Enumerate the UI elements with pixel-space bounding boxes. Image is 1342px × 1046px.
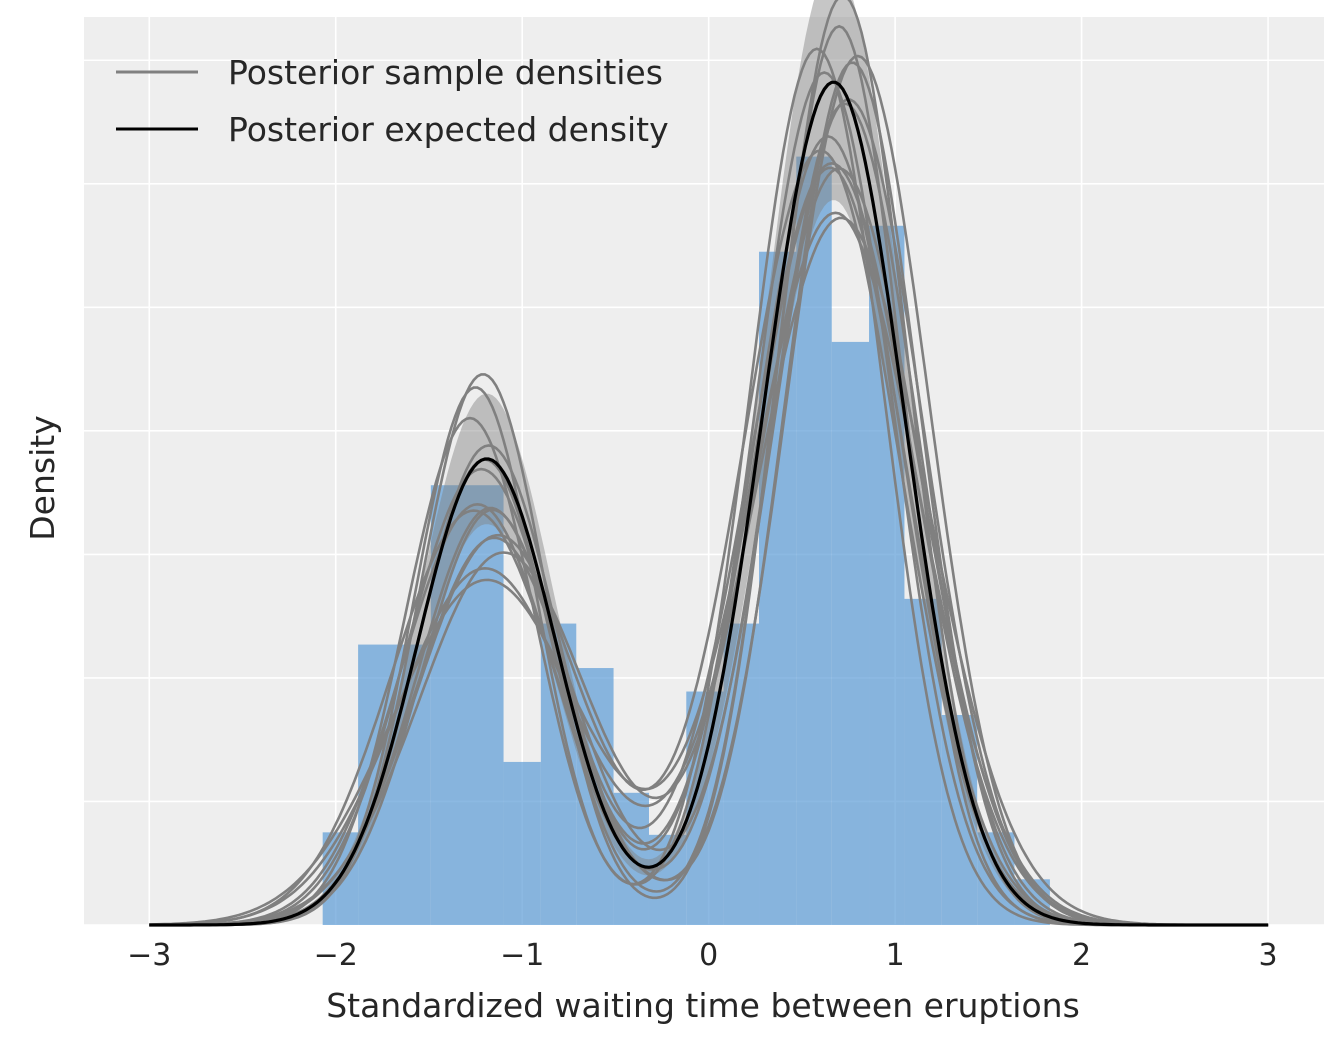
sample-density-line-10 <box>149 102 1269 927</box>
x-tick-label-2: −1 <box>500 938 544 973</box>
histogram-bar-1 <box>358 644 431 925</box>
grid-lines <box>84 17 1324 926</box>
x-tick-label-3: 0 <box>699 938 718 973</box>
sample-density-line-14 <box>149 216 1269 927</box>
x-tick-label-6: 3 <box>1259 938 1278 973</box>
legend: Posterior sample densities Posterior exp… <box>116 53 669 149</box>
expected-density-line <box>149 80 1269 927</box>
histogram-bar-12 <box>831 341 870 925</box>
x-tick-label-0: −3 <box>127 938 171 973</box>
x-tick-label-1: −2 <box>314 938 358 973</box>
histogram-bars <box>322 156 1050 926</box>
x-axis-label: Standardized waiting time between erupti… <box>326 986 1080 1025</box>
histogram-bar-14 <box>904 598 942 925</box>
expected-density-curve <box>149 80 1269 927</box>
x-tick-label-4: 1 <box>886 938 905 973</box>
histogram-bar-3 <box>503 761 541 925</box>
y-axis-label: Density <box>23 415 62 540</box>
histogram-bar-9 <box>723 623 760 925</box>
sample-density-line-11 <box>149 161 1269 927</box>
x-tick-label-5: 2 <box>1072 938 1091 973</box>
legend-label-expected: Posterior expected density <box>228 110 669 149</box>
legend-label-samples: Posterior sample densities <box>228 53 663 92</box>
x-tick-labels: −3 −2 −1 0 1 2 3 <box>127 938 1277 973</box>
